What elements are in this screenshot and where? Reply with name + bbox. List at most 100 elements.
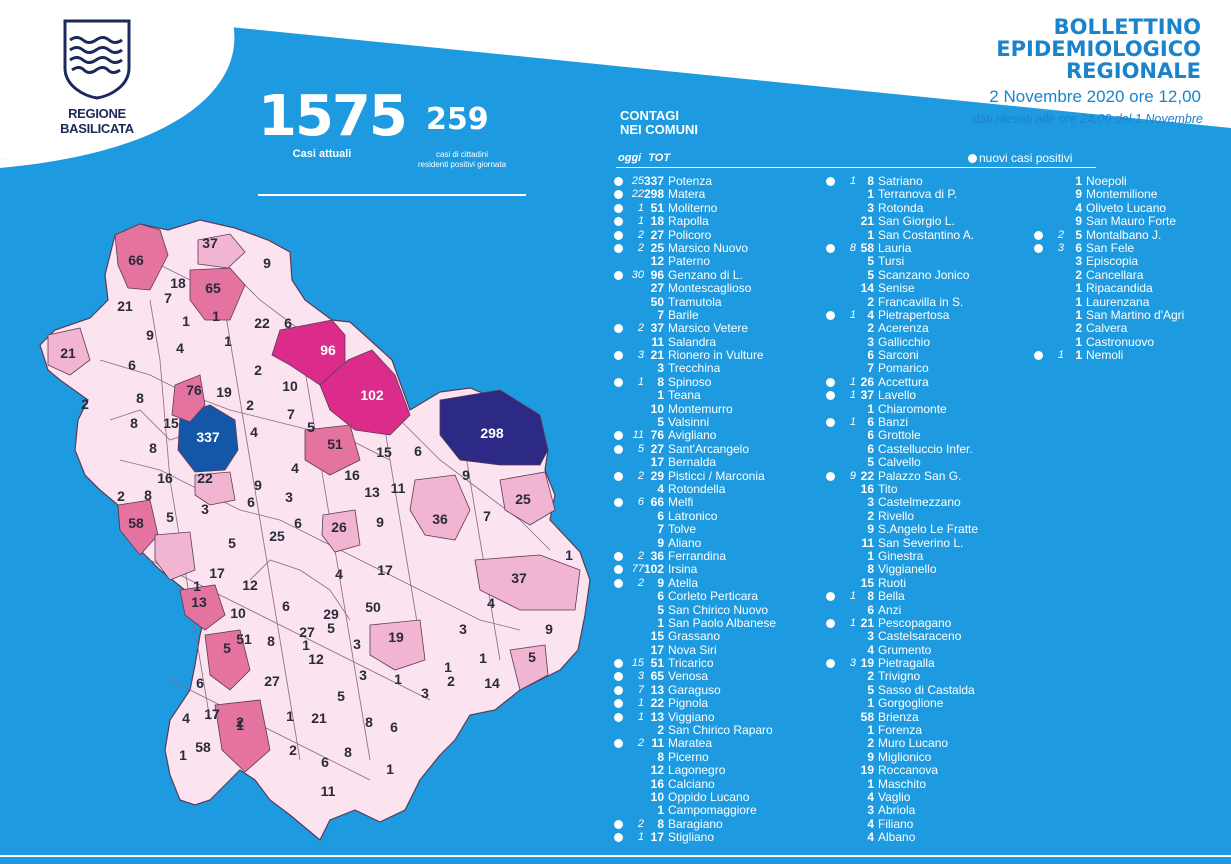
municipality-total: 2 [867,669,874,684]
map-case-label: 6 [284,315,292,331]
municipality-total: 1 [1075,307,1082,322]
map-case-label: 10 [282,378,298,394]
map-case-label: 29 [323,606,339,622]
total-cases-label: Casi attuali [292,148,352,160]
new-cases-dot-icon [826,391,835,401]
map-case-label: 6 [282,598,290,614]
map-case-label: 2 [289,742,297,758]
municipality-name: Ruoti [878,575,907,590]
municipality-name: Terranova di P. [878,187,958,202]
municipality-name: San Martino d'Agri [1086,307,1185,322]
area-ferrandina [409,474,471,541]
new-cases-dot-icon [826,243,835,253]
area-moliterno [204,629,251,691]
daily-cases-number: 259 [426,102,489,137]
municipality-name: Spinoso [668,374,712,389]
map-case-label: 6 [414,443,422,459]
new-cases-dot-icon [614,551,623,561]
municipality-total: 14 [860,281,874,296]
municipality-new-cases: 1 [849,590,856,603]
municipality-total: 16 [650,776,664,791]
new-cases-dot-icon [614,377,623,387]
municipality-new-cases: 3 [637,670,644,683]
municipality-name: Tricarico [668,656,714,671]
municipality-name: Moliterno [668,200,718,215]
municipality-name: Grumento [878,642,932,657]
municipality-total: 1 [867,696,874,711]
municipality-total: 3 [867,334,874,349]
new-cases-dot-icon [1034,243,1043,253]
municipality-name: Anzi [878,602,902,617]
map-case-label: 17 [204,706,220,722]
area-lauria [214,699,271,773]
municipality-total: 7 [657,307,664,322]
map-case-label: 1 [224,333,232,349]
municipality-name: Laurenzana [1086,294,1150,309]
new-cases-dot-icon [614,712,623,722]
map-case-label: 6 [294,515,302,531]
map-case-label: 16 [157,470,173,486]
municipality-total: 6 [867,428,874,443]
new-cases-dot-icon [614,444,623,454]
map-case-label: 6 [128,357,136,373]
municipality-total: 58 [860,240,874,255]
municipality-new-cases: 2 [637,469,644,482]
area-accettura [321,509,361,553]
new-cases-dot-icon [614,833,623,843]
municipality-total: 22 [650,696,664,711]
municipality-total: 15 [860,575,874,590]
municipality-total: 3 [867,803,874,818]
col-oggi-header: oggi [618,152,642,164]
municipality-total: 2 [867,508,874,523]
bulletin-date: 2 Novembre 2020 ore 12,00 [989,87,1201,106]
area-venosa [189,267,246,321]
municipality-name: Picerno [668,749,709,764]
municipality-name: Gorgoglione [878,696,944,711]
municipality-name: Corleto Perticara [668,589,759,604]
area-irsina [319,349,411,436]
municipality-name: Episcopia [1086,254,1139,269]
legend-dot-icon [968,154,977,164]
municipality-total: 2 [1075,321,1082,336]
municipality-total: 9 [867,522,874,537]
municipality-new-cases: 1 [637,215,644,228]
municipality-name: Calvera [1086,321,1128,336]
map-case-label: 4 [487,595,495,611]
municipality-name: Rivello [878,508,915,523]
municipality-name: Grottole [878,428,921,443]
municipality-total: 16 [860,481,874,496]
municipality-total: 9 [1075,187,1082,202]
map-case-label: 7 [287,406,295,422]
municipality-new-cases: 8 [849,241,856,254]
highlighted-municipalities [47,223,581,773]
municipality-total: 18 [650,214,664,229]
municipality-new-cases: 30 [631,268,644,281]
map-case-label: 37 [511,570,527,586]
summary-divider [258,194,526,196]
municipality-name: Rapolla [668,214,709,229]
municipality-name: Maratea [668,736,713,751]
total-cases-number: 1575 [258,84,408,149]
municipality-new-cases: 2 [637,322,644,335]
map-case-label: 1 [236,717,244,733]
municipality-name: Chiaromonte [878,401,947,416]
municipality-name: Palazzo San G. [878,468,962,483]
municipality-total: 6 [1075,240,1082,255]
map-case-label: 1 [394,671,402,687]
map-case-label: 16 [344,467,360,483]
municipality-total: 66 [650,495,664,510]
new-cases-dot-icon [614,471,623,481]
map-case-label: 1 [565,547,573,563]
municipality-name: San Severino L. [878,535,964,550]
municipality-name: Noepoli [1086,174,1127,188]
municipality-name: Muro Lucano [878,736,949,751]
map-case-label: 11 [391,480,406,496]
municipality-name: Marsico Nuovo [668,240,749,255]
municipality-name: Teana [668,388,701,403]
municipality-total: 2 [1075,267,1082,282]
map-case-label: 8 [149,440,157,456]
municipality-total: 1 [867,776,874,791]
municipality-total: 3 [867,200,874,215]
municipality-total: 96 [650,267,664,282]
